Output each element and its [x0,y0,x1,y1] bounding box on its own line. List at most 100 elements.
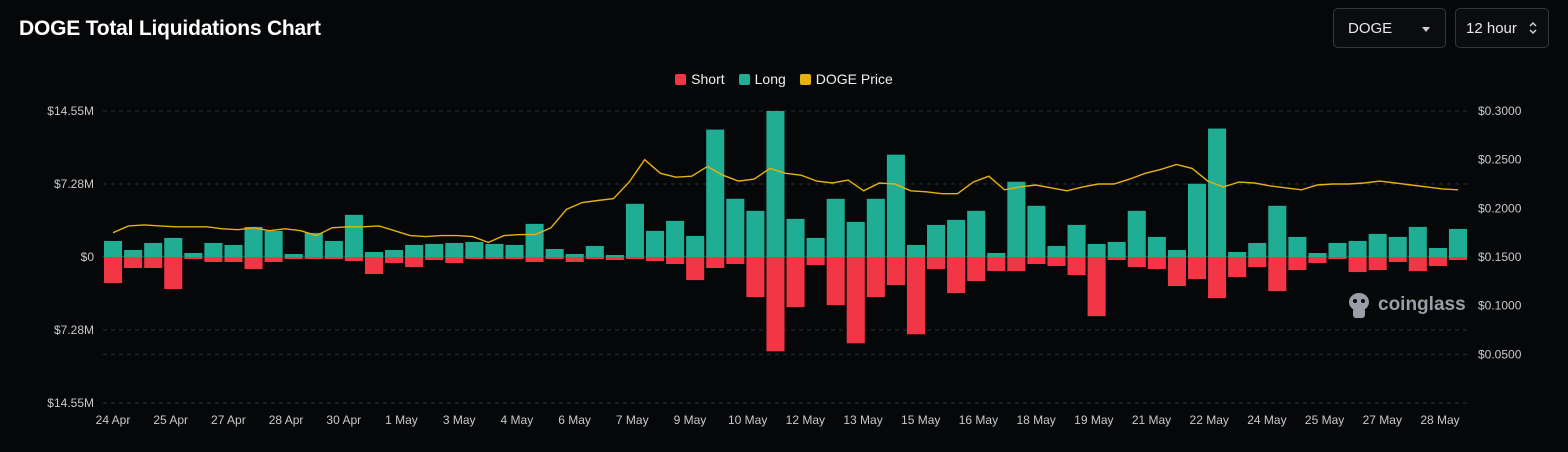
chevron-down-icon [1422,27,1430,32]
short-bar [1087,257,1106,317]
y-left-tick-label: $7.28M [54,177,94,191]
short-bar [1208,257,1227,299]
price-line-layer [112,158,1459,244]
long-bar [846,221,865,257]
short-bar [886,257,905,286]
legend-item-long[interactable]: Long [738,71,786,87]
short-bar [1348,257,1367,273]
long-bar [445,242,464,257]
long-bar [1147,236,1166,257]
long-bar [425,243,444,257]
y-left-tick-label: $0 [81,250,95,264]
short-bar [1047,257,1066,267]
long-bar [525,223,544,257]
short-bar [364,257,384,275]
long-bar [866,198,885,257]
long-bar [746,210,765,257]
interval-select[interactable]: 12 hour [1455,8,1549,48]
short-bar [666,257,685,265]
y-left-tick-label: $7.28M [54,323,94,337]
short-bar [605,257,624,261]
long-bar [224,244,243,257]
x-tick-label: 12 May [786,413,825,427]
long-bar [204,242,223,257]
short-bar [1288,257,1307,271]
long-bar [1067,224,1086,257]
long-bar [1368,233,1387,257]
long-bar [806,237,825,257]
x-tick-label: 13 May [843,413,882,427]
short-bar [766,257,785,352]
long-bar [124,249,143,257]
long-bar [886,154,905,257]
long-bar [304,232,323,257]
short-bar [585,257,604,260]
legend-item-price[interactable]: DOGE Price [799,71,893,87]
short-bar [425,257,444,261]
long-bar [545,248,564,257]
long-bar [967,210,986,257]
legend-label-price: DOGE Price [815,71,893,87]
long-bar [385,249,404,257]
short-bar [645,257,665,262]
y-right-tick-label: $0.1500 [1478,250,1522,264]
doge-price-line [112,158,1459,244]
long-bar [244,226,263,257]
short-bar [967,257,986,282]
short-bar [746,257,765,298]
short-bar [987,257,1006,272]
short-bar [1368,257,1387,271]
x-tick-label: 7 May [616,413,649,427]
long-bar [1268,205,1287,257]
long-bar [1167,249,1186,257]
long-bar [1308,252,1327,257]
long-bar [906,244,926,257]
long-bar [826,198,845,257]
long-bar [565,253,584,257]
short-bar [706,257,725,269]
y-right-tick-label: $0.2000 [1478,201,1522,215]
long-bar [1007,181,1026,257]
short-bar [525,257,544,263]
long-bar [164,237,183,257]
coin-select[interactable]: DOGE [1333,8,1446,48]
x-tick-label: 27 Apr [211,413,246,427]
up-down-chevron-icon [1529,21,1537,35]
legend-swatch-price [799,73,811,85]
long-bar [666,220,685,257]
long-bar [1388,236,1407,257]
long-bar [344,214,363,257]
short-bar [906,257,926,335]
long-bar [605,254,624,257]
long-bar [947,219,966,257]
short-bar [686,257,705,281]
long-bar [1288,236,1307,257]
short-bar [184,257,203,260]
short-bar [1268,257,1287,292]
x-tick-label: 21 May [1132,413,1171,427]
short-bar [344,257,363,262]
legend-label-long: Long [754,71,786,87]
chart-legend: Short Long DOGE Price [0,71,1568,87]
short-bar [565,257,584,263]
short-bar [104,257,123,284]
long-bar [465,241,484,257]
long-bar [1228,251,1247,257]
short-bar [806,257,825,266]
legend-swatch-long [738,73,750,85]
legend-item-short[interactable]: Short [675,71,725,87]
short-bar [164,257,183,290]
long-bar [1047,245,1066,257]
long-bar [364,251,384,257]
short-bar [726,257,745,265]
long-bar [927,224,946,257]
coinglass-watermark: coinglass [1346,290,1466,320]
short-bar [846,257,865,344]
x-tick-label: 27 May [1363,413,1402,427]
x-tick-label: 28 May [1420,413,1459,427]
long-bar [1107,241,1126,257]
short-bar [1107,257,1126,261]
short-bar [1187,257,1207,280]
x-tick-label: 24 Apr [96,413,131,427]
